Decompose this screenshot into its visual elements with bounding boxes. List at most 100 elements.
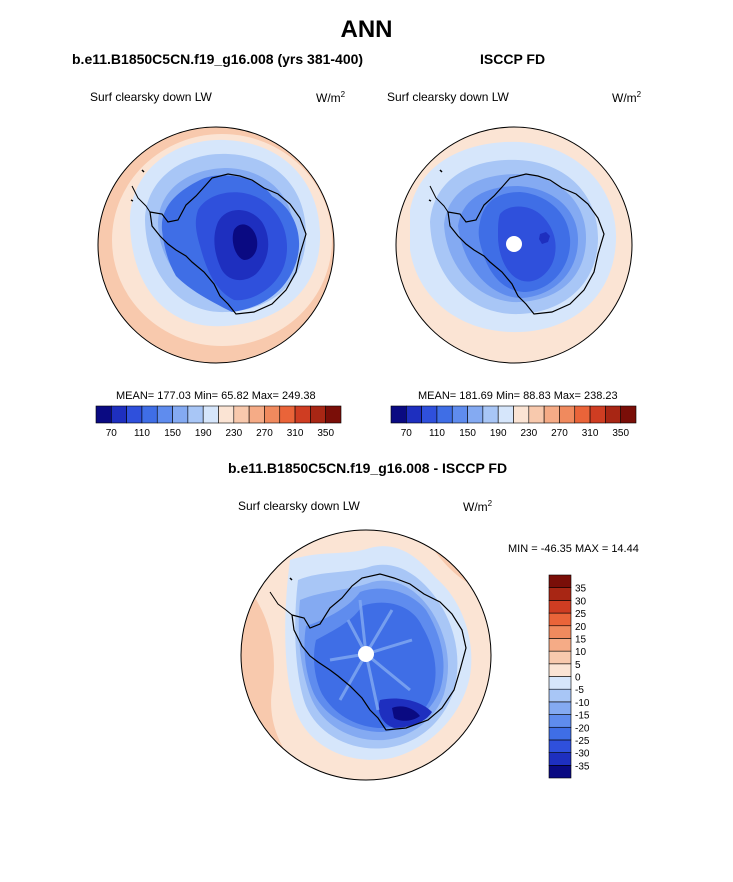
panel3-colorbar-tick-label: -35 bbox=[575, 761, 590, 772]
panel2-colorbar: 70 110 150 190 230 270 310 350 bbox=[390, 405, 637, 439]
panel3-colorbar-tick-label: 15 bbox=[575, 634, 587, 645]
panel1-antarctica-coastline bbox=[149, 173, 307, 315]
panel2-colorbar-swatch-8 bbox=[513, 405, 530, 424]
panel1-colorbar-tick-label: 190 bbox=[195, 428, 212, 439]
panel3-colorbar-tick-label: -10 bbox=[575, 698, 590, 709]
panel3-colorbar-tick-label: 0 bbox=[575, 673, 581, 684]
panel1-colorbar-tick-label: 310 bbox=[287, 428, 304, 439]
panel1-map-border bbox=[97, 126, 335, 364]
panel1-colorbar-swatch-8 bbox=[218, 405, 235, 424]
panel1-colorbar-swatch-0 bbox=[95, 405, 112, 424]
panel2-colorbar-swatch-13 bbox=[589, 405, 606, 424]
panel3-map bbox=[240, 529, 492, 781]
panel3-colorbar-swatch-2 bbox=[548, 739, 572, 753]
panel3-title: b.e11.B1850C5CN.f19_g16.008 - ISCCP FD bbox=[228, 460, 508, 476]
panel2-colorbar-tick-label: 190 bbox=[490, 428, 507, 439]
panel3-colorbar-swatch-9 bbox=[548, 650, 572, 665]
panel2-colorbar-tick-label: 310 bbox=[582, 428, 599, 439]
panel1-colorbar-tick-label: 110 bbox=[134, 428, 150, 439]
panel3-band-minus35 bbox=[392, 706, 420, 721]
panel3-colorbar-swatch-3 bbox=[548, 726, 572, 741]
panel1-colorbar-swatch-13 bbox=[294, 405, 311, 424]
panel3-colorbar-tick-label: -5 bbox=[575, 685, 584, 696]
panel3-colorbar-swatch-12 bbox=[548, 612, 572, 627]
panel3-colorbar-swatch-7 bbox=[548, 676, 572, 690]
panel1-colorbar-swatch-9 bbox=[233, 405, 250, 424]
panel3-colorbar-tick-label: 10 bbox=[575, 647, 587, 658]
panel1-colorbar-swatch-11 bbox=[264, 405, 281, 424]
panel2-colorbar-swatch-2 bbox=[421, 405, 438, 424]
panel2-colorbar-swatch-1 bbox=[406, 405, 422, 424]
panel3-colorbar-swatch-0 bbox=[548, 765, 572, 779]
panel2-colorbar-swatch-4 bbox=[451, 405, 468, 424]
panel2-colorbar-tick-label: 270 bbox=[551, 428, 568, 439]
panel3-colorbar-tick-label: 30 bbox=[575, 596, 587, 607]
panel3-colorbar-tick-label: 25 bbox=[575, 609, 587, 620]
panel2-islands bbox=[428, 169, 443, 202]
figure-title: ANN bbox=[340, 16, 393, 43]
panel3-band-minus20 bbox=[314, 602, 436, 728]
panel3-colorbar-swatch-13 bbox=[548, 600, 572, 614]
panel3-peninsula-coastline bbox=[269, 591, 293, 616]
panel2-map-border bbox=[395, 126, 633, 364]
panel1-colorbar-swatch-3 bbox=[141, 405, 158, 424]
panel3-pole-mask bbox=[358, 646, 374, 662]
panel1-peninsula-coastline bbox=[131, 185, 151, 213]
panel3-colorbar-swatch-15 bbox=[548, 574, 572, 588]
panel2-band-110 bbox=[498, 206, 556, 282]
panel2-title: ISCCP FD bbox=[480, 51, 546, 67]
panel1-colorbar-swatch-12 bbox=[279, 405, 296, 424]
panel1-colorbar-tick-label: 230 bbox=[225, 428, 242, 439]
panel1-colorbar-swatch-4 bbox=[156, 405, 173, 424]
panel2-colorbar-swatch-10 bbox=[543, 405, 560, 424]
panel2-colorbar-swatch-12 bbox=[574, 405, 591, 424]
panel3-radial-streaks bbox=[329, 599, 413, 711]
panel1-colorbar: 70 110 150 190 230 270 310 350 bbox=[95, 405, 342, 439]
panel1-colorbar-tick-label: 270 bbox=[256, 428, 273, 439]
panel3-colorbar-swatch-5 bbox=[548, 701, 572, 715]
panel3-stats: MIN = -46.35 MAX = 14.44 bbox=[508, 543, 639, 555]
panel3-colorbar-swatch-1 bbox=[548, 752, 572, 766]
panel2-colorbar-swatch-3 bbox=[436, 405, 453, 424]
panel1-colorbar-swatch-2 bbox=[126, 405, 143, 424]
panel2-colorbar-swatch-5 bbox=[467, 405, 484, 424]
panel3-colorbar-swatch-10 bbox=[548, 638, 572, 652]
panel3-colorbar-swatch-6 bbox=[548, 688, 572, 703]
panel3-units: W/m2 bbox=[463, 499, 493, 514]
panel2-pole-mask bbox=[506, 236, 522, 252]
panel1-colorbar-swatch-1 bbox=[111, 405, 127, 424]
panel1-colorbar-tick-label: 70 bbox=[106, 428, 118, 439]
panel2-colorbar-tick-label: 70 bbox=[401, 428, 413, 439]
panel2-colorbar-swatch-7 bbox=[497, 405, 514, 424]
panel1-band-70 bbox=[232, 224, 258, 260]
panel2-antarctica-coastline bbox=[447, 173, 605, 315]
panel2-colorbar-tick-label: 230 bbox=[520, 428, 537, 439]
panel3-colorbar-tick-label: -30 bbox=[575, 749, 590, 760]
panel2-colorbar-tick-label: 110 bbox=[429, 428, 445, 439]
panel1-colorbar-swatch-7 bbox=[202, 405, 219, 424]
panel2-peninsula-coastline bbox=[429, 185, 449, 213]
panel2-colorbar-swatch-14 bbox=[605, 405, 621, 424]
panel1-title: b.e11.B1850C5CN.f19_g16.008 (yrs 381-400… bbox=[72, 51, 364, 67]
panel2-colorbar-swatch-15 bbox=[620, 405, 637, 424]
panel1-units: W/m2 bbox=[316, 90, 346, 105]
panel2-colorbar-tick-label: 350 bbox=[612, 428, 629, 439]
panel3-colorbar-swatch-8 bbox=[548, 663, 572, 677]
panel2-units: W/m2 bbox=[612, 90, 642, 105]
panel1-colorbar-swatch-5 bbox=[172, 405, 189, 424]
panel1-stats: MEAN= 177.03 Min= 65.82 Max= 249.38 bbox=[116, 390, 316, 402]
panel3-map-border bbox=[240, 529, 492, 781]
panel2-variable: Surf clearsky down LW bbox=[387, 90, 509, 104]
panel3-colorbar-swatch-14 bbox=[548, 587, 572, 601]
panel3-colorbar-tick-label: -20 bbox=[575, 723, 590, 734]
panel2-colorbar-tick-label: 150 bbox=[459, 428, 476, 439]
panel2-stats: MEAN= 181.69 Min= 88.83 Max= 238.23 bbox=[418, 390, 618, 402]
panel1-colorbar-swatch-15 bbox=[325, 405, 342, 424]
panel2-colorbar-swatch-0 bbox=[390, 405, 407, 424]
panel3-colorbar-tick-label: -15 bbox=[575, 711, 590, 722]
panel1-map bbox=[97, 126, 335, 364]
panel3-colorbar-tick-label: 35 bbox=[575, 584, 587, 595]
panel3-colorbar-tick-label: 5 bbox=[575, 660, 581, 671]
